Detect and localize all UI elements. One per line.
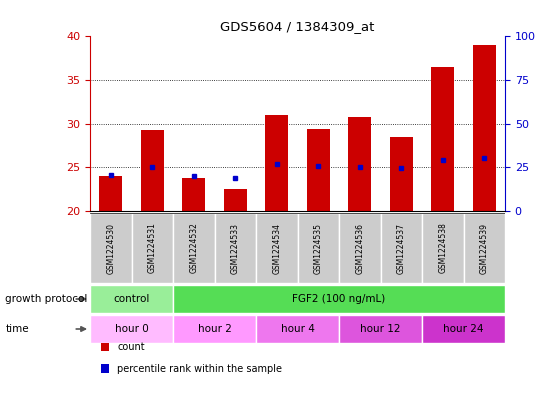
Text: GSM1224534: GSM1224534 [272,222,281,274]
Text: GSM1224538: GSM1224538 [438,222,447,274]
Text: GSM1224532: GSM1224532 [189,222,198,274]
Bar [431,67,454,211]
Bar [90,285,173,313]
Bar [422,213,463,283]
Text: percentile rank within the sample: percentile rank within the sample [117,364,282,373]
Text: growth protocol: growth protocol [5,294,88,304]
Bar [265,115,288,211]
Bar [307,129,330,211]
Text: GSM1224537: GSM1224537 [397,222,406,274]
Text: FGF2 (100 ng/mL): FGF2 (100 ng/mL) [292,294,386,304]
Bar [297,213,339,283]
Text: hour 12: hour 12 [360,324,401,334]
Bar [348,118,371,211]
Bar [422,315,505,343]
Text: GSM1224533: GSM1224533 [231,222,240,274]
Text: GSM1224536: GSM1224536 [355,222,364,274]
Bar [173,315,256,343]
Bar [141,130,164,211]
Bar [463,213,505,283]
Bar [182,178,205,211]
Bar [390,137,412,211]
Title: GDS5604 / 1384309_at: GDS5604 / 1384309_at [220,20,374,33]
Bar [473,45,495,211]
Text: GSM1224530: GSM1224530 [106,222,115,274]
Bar [224,189,247,211]
Bar [256,213,297,283]
Text: hour 0: hour 0 [114,324,148,334]
Text: GSM1224535: GSM1224535 [314,222,323,274]
Text: hour 24: hour 24 [444,324,484,334]
Bar [339,315,422,343]
Text: control: control [113,294,150,304]
Text: GSM1224539: GSM1224539 [480,222,489,274]
Bar [339,213,380,283]
Bar [173,285,505,313]
Text: GSM1224531: GSM1224531 [148,222,157,274]
Text: hour 4: hour 4 [280,324,315,334]
Bar [256,315,339,343]
Text: hour 2: hour 2 [197,324,232,334]
Bar [90,213,132,283]
Bar [173,213,215,283]
Bar [90,315,173,343]
Text: time: time [5,324,29,334]
Bar [100,176,122,211]
Text: count: count [117,342,145,352]
Bar [215,213,256,283]
Bar [380,213,422,283]
Bar [132,213,173,283]
